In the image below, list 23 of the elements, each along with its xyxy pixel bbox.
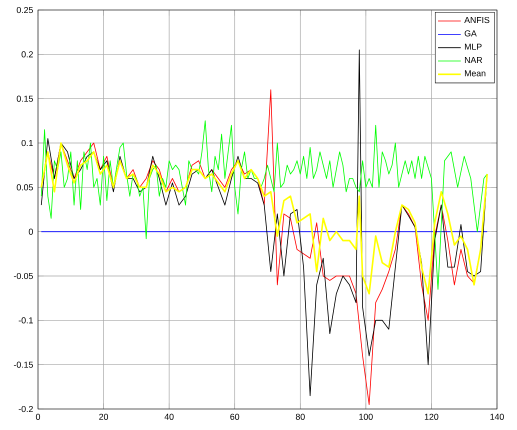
legend-label: Mean [464,70,486,76]
legend-label: ANFIS [464,16,490,24]
y-tick-label: 0.15 [16,96,33,102]
x-tick-label: 0 [36,414,40,420]
legend-label: NAR [464,57,482,63]
y-tick-label: 0.1 [22,140,33,146]
y-tick-label: -0.2 [18,406,33,412]
y-tick-label: -0.05 [14,272,33,280]
y-tick-label: -0.1 [18,317,33,324]
x-tick-label: 40 [164,414,174,420]
x-tick-label: 20 [99,414,108,420]
x-tick-label: 80 [296,414,305,420]
x-tick-label: 120 [424,414,438,420]
y-tick-label: -0.15 [14,362,33,368]
x-tick-label: 100 [359,414,373,420]
y-tick-label: 0.25 [16,6,33,14]
x-tick-label: 140 [490,414,504,420]
legend-label: GA [464,30,477,36]
y-tick-label: 0.05 [16,184,33,190]
legend-label: MLP [464,44,482,50]
y-tick-label: 0.2 [22,51,33,58]
x-tick-label: 60 [230,414,240,420]
y-tick-label: 0 [28,228,33,235]
